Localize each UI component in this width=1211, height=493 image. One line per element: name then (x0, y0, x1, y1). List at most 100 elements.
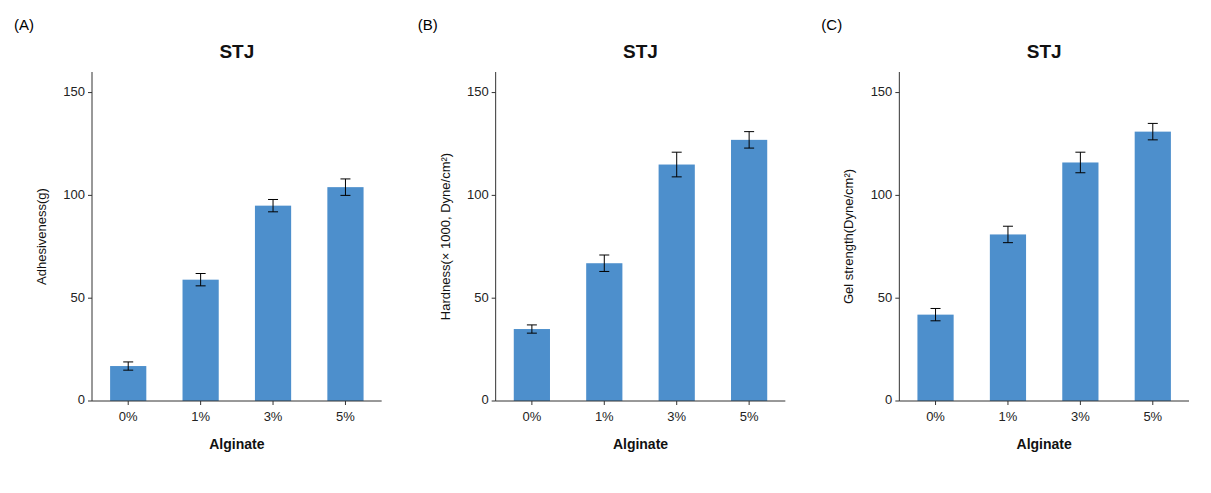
x-tick-label: 1% (595, 409, 614, 424)
bar (990, 234, 1026, 401)
bar (514, 329, 550, 401)
error-cap (123, 361, 133, 362)
error-bar (931, 308, 941, 320)
error-cap (1003, 226, 1013, 227)
error-line (200, 274, 201, 286)
title: STJ (623, 41, 658, 62)
x-tick (200, 401, 201, 405)
error-bar (1148, 123, 1158, 139)
y-tick (88, 195, 92, 196)
error-line (676, 152, 677, 177)
error-cap (340, 195, 350, 196)
error-line (128, 362, 129, 370)
y-tick-label: 150 (871, 84, 893, 99)
y-tick-label: 50 (71, 290, 85, 305)
error-line (1152, 123, 1153, 139)
bar (110, 366, 146, 401)
x-tick-label: 0% (522, 409, 541, 424)
y-tick-label: 150 (63, 84, 85, 99)
y-tick (88, 401, 92, 402)
y-tick-label: 0 (78, 392, 85, 407)
x-tick-label: 3% (667, 409, 686, 424)
x-tick-label: 5% (740, 409, 759, 424)
marks (110, 179, 363, 401)
error-cap (1075, 152, 1085, 153)
y-axis-label: Gel strength(Dyne/cm²) (841, 169, 856, 304)
bar (1062, 162, 1098, 401)
x-tick-label: 5% (1143, 409, 1162, 424)
x-tick (1152, 401, 1153, 405)
y-tick (895, 298, 899, 299)
y-tick (895, 195, 899, 196)
error-bar (340, 179, 350, 195)
bar (327, 187, 363, 401)
y-tick (492, 298, 496, 299)
x-tick-label: 5% (336, 409, 355, 424)
error-bar (123, 362, 133, 370)
panel-label: (C) (821, 16, 842, 33)
x-tick-label: 1% (999, 409, 1018, 424)
error-cap (268, 199, 278, 200)
x-tick-label: 0% (119, 409, 138, 424)
marks (514, 132, 767, 401)
x-tick (604, 401, 605, 405)
error-cap (744, 131, 754, 132)
error-bar (744, 132, 754, 148)
error-cap (599, 271, 609, 272)
x-axis-label: Alginate (613, 436, 668, 452)
panel: 0501001500%1%3%5%AlginateHardness(× 1000… (418, 16, 786, 452)
error-line (273, 199, 274, 211)
error-cap (931, 308, 941, 309)
error-bar (1003, 226, 1013, 242)
error-line (1007, 226, 1008, 242)
error-cap (196, 273, 206, 274)
error-bar (268, 199, 278, 211)
y-tick (492, 92, 496, 93)
error-bar (1075, 152, 1085, 173)
x-tick (749, 401, 750, 405)
error-line (749, 132, 750, 148)
bar (183, 280, 219, 401)
panel-label: (B) (418, 16, 438, 33)
x-tick (345, 401, 346, 405)
x-tick (531, 401, 532, 405)
error-cap (1148, 139, 1158, 140)
y-tick-label: 100 (467, 187, 489, 202)
figure: 0501001500%1%3%5%AlginateAdhesiveness(g)… (0, 0, 1211, 493)
error-bar (527, 325, 537, 333)
y-tick-label: 150 (467, 84, 489, 99)
error-line (1080, 152, 1081, 173)
error-line (345, 179, 346, 195)
x-axis-line (496, 401, 786, 402)
x-axis-line (92, 401, 382, 402)
y-tick (88, 298, 92, 299)
y-tick-label: 50 (878, 290, 892, 305)
y-tick (492, 195, 496, 196)
error-line (531, 325, 532, 333)
error-cap (123, 370, 133, 371)
bar (255, 206, 291, 401)
bar (731, 140, 767, 401)
bar (917, 315, 953, 401)
error-cap (744, 148, 754, 149)
error-cap (527, 333, 537, 334)
panel: 0501001500%1%3%5%AlginateGel strength(Dy… (821, 16, 1189, 452)
x-tick (273, 401, 274, 405)
bar (586, 263, 622, 401)
bar (659, 165, 695, 401)
x-tick (676, 401, 677, 405)
error-bar (196, 274, 206, 286)
x-axis-line (899, 401, 1189, 402)
x-tick-label: 3% (1071, 409, 1090, 424)
bar (1135, 132, 1171, 401)
marks (917, 123, 1170, 401)
error-cap (268, 211, 278, 212)
y-tick-label: 100 (871, 187, 893, 202)
error-cap (1148, 123, 1158, 124)
panel: 0501001500%1%3%5%AlginateAdhesiveness(g)… (14, 16, 382, 452)
error-cap (931, 320, 941, 321)
x-tick-label: 0% (926, 409, 945, 424)
x-axis-label: Alginate (209, 436, 264, 452)
panel-label: (A) (14, 16, 34, 33)
error-cap (599, 255, 609, 256)
